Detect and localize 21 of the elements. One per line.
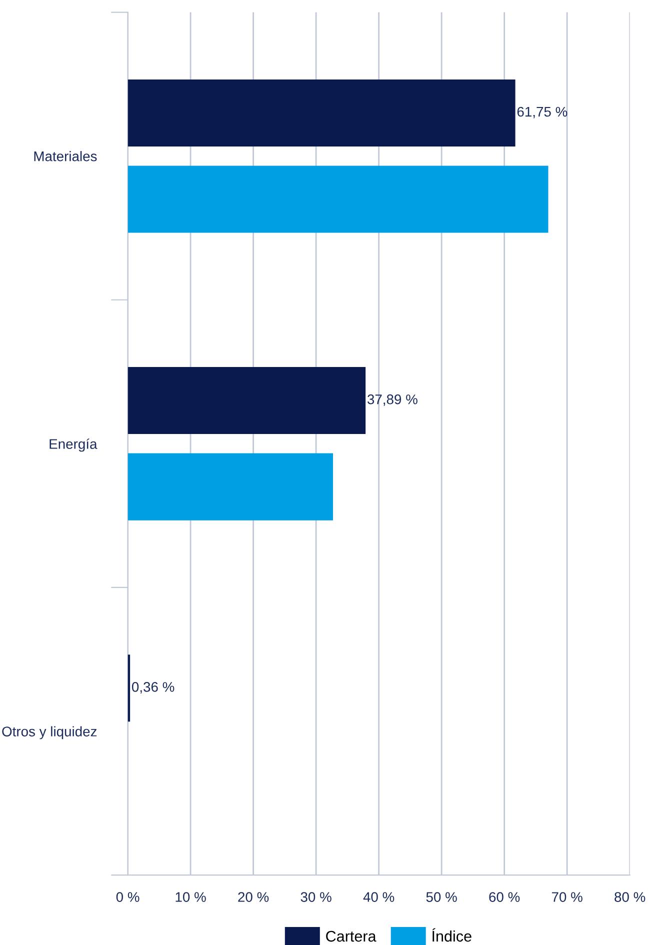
bar	[128, 79, 516, 146]
data-label: 37,89 %	[367, 394, 418, 406]
x-tick-label: 40 %	[363, 892, 394, 902]
y-tick-label: Energía	[50, 438, 98, 452]
x-tick-label: 50 %	[426, 892, 457, 902]
legend-label: Índice	[432, 928, 472, 942]
bar	[128, 453, 333, 520]
x-tick-label: 20 %	[238, 892, 269, 902]
x-tick-label: 30 %	[300, 892, 332, 902]
x-tick-label: 80 %	[614, 892, 646, 902]
x-tick-label: 0 %	[116, 892, 140, 902]
data-label: 61,75 %	[517, 106, 568, 118]
bar	[128, 166, 548, 233]
y-tick-label: Materiales	[34, 151, 97, 162]
legend-label: Cartera	[326, 930, 376, 942]
x-tick-label: 10 %	[176, 892, 206, 902]
data-label: 0,36 %	[132, 682, 174, 694]
x-tick-label: 60 %	[489, 892, 520, 902]
bar	[128, 367, 366, 434]
y-tick-label: Otros y liquidez	[2, 726, 97, 740]
x-tick-label: 70 %	[552, 892, 582, 902]
